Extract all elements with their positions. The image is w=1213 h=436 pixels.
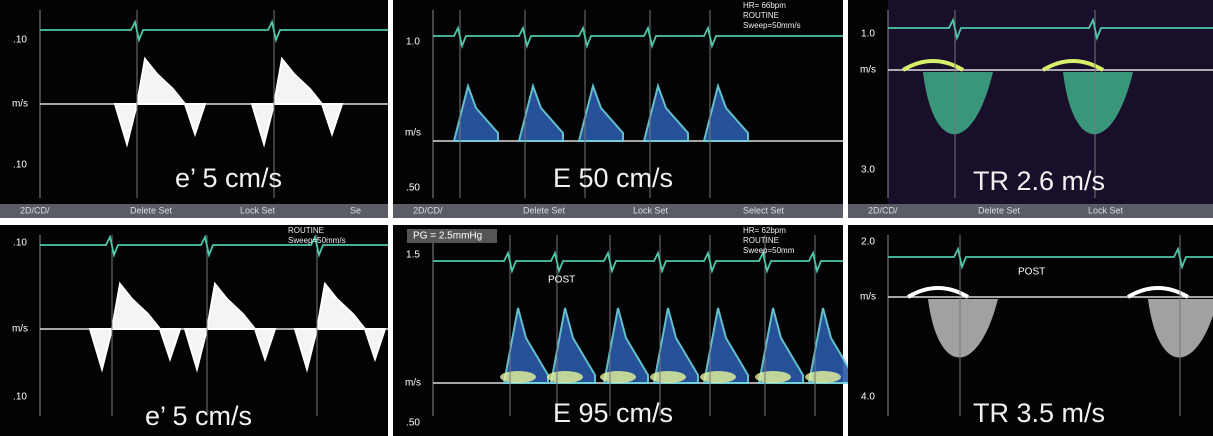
header-info: ROUTINE: [743, 236, 779, 245]
pw-doppler-wave: [807, 307, 854, 384]
menu-item: Delete Set: [978, 205, 1021, 215]
header-info: Sweep=50mm/s: [288, 236, 346, 245]
pw-doppler-bright: [547, 371, 583, 383]
measurement: TR 2.6 m/s: [973, 166, 1105, 196]
scale-label: 1.0: [406, 37, 420, 48]
tissue-doppler-wave: [113, 56, 207, 148]
annotation: PG = 2.5mmHg: [413, 231, 482, 242]
scale-label: 2.0: [861, 237, 875, 248]
cw-doppler-wave: [1063, 72, 1133, 135]
pw-doppler-wave: [602, 307, 649, 384]
cw-doppler-wave: [923, 72, 993, 135]
pw-doppler-wave: [702, 307, 749, 384]
ecg-trace: [433, 250, 843, 275]
pw-doppler-bright: [755, 371, 791, 383]
tissue-doppler-wave: [88, 281, 182, 373]
menu-item: 2D/CD/: [413, 205, 443, 215]
menu-item: Lock Set: [633, 205, 669, 215]
scale-label: 1.5: [406, 250, 420, 261]
cw-doppler-top: [901, 59, 965, 72]
header-info: HR= 66bpm: [743, 1, 786, 10]
pw-doppler-bright: [700, 371, 736, 383]
scale-label: m/s: [12, 324, 28, 335]
doppler-panel: 1.0 m/s 3.0 2D/CD/Delete Set Lock Set TR 2.6 …: [848, 0, 1213, 218]
cw-doppler-top: [1041, 59, 1105, 72]
header-info: HR= 62bpm: [743, 226, 786, 235]
scale-label: 3.0: [861, 165, 875, 176]
cw-doppler-top: [1126, 286, 1190, 299]
pw-doppler-wave: [452, 82, 499, 142]
ecg-trace: [40, 234, 388, 259]
scale-label: 1.0: [861, 29, 875, 40]
cw-doppler-top: [906, 286, 970, 299]
menu-item: Delete Set: [523, 205, 566, 215]
ecg-trace: [433, 25, 843, 50]
pw-doppler-wave: [642, 82, 689, 142]
measurement: E 50 cm/s: [553, 163, 673, 193]
annotation-box: [407, 229, 497, 243]
scale-label: m/s: [860, 292, 876, 303]
pw-doppler-wave: [549, 307, 596, 384]
menu-item: 2D/CD/: [20, 205, 50, 215]
ecg-trace: [888, 17, 1213, 42]
annotation: POST: [548, 275, 575, 286]
header-info: Sweep=50mm: [743, 246, 795, 255]
pw-doppler-bright: [600, 371, 636, 383]
scale-label: .10: [13, 392, 27, 403]
tissue-doppler-wave: [250, 56, 344, 148]
menu-bar: [848, 204, 1213, 218]
menu-bar: [393, 204, 843, 218]
doppler-panel: 2.0 m/s 4.0 POST TR 3.5 m/s: [848, 225, 1213, 436]
menu-item: Delete Set: [130, 205, 173, 215]
scale-label: .50: [406, 183, 420, 194]
measurement: e’ 5 cm/s: [145, 401, 252, 431]
scale-label: m/s: [405, 378, 421, 389]
header-info: Sweep=50mm/s: [743, 21, 801, 30]
menu-bar: [0, 204, 388, 218]
pw-doppler-bright: [805, 371, 841, 383]
doppler-panel: .10 m/s .10 2D/CD/Delete Set Lock Set Se e’ 5 …: [0, 0, 388, 218]
ecg-trace: [40, 19, 388, 44]
scale-label: .10: [13, 160, 27, 171]
pw-doppler-wave: [502, 307, 549, 384]
scale-label: m/s: [860, 65, 876, 76]
measurement: e’ 5 cm/s: [175, 163, 282, 193]
pw-doppler-wave: [652, 307, 699, 384]
pw-doppler-wave: [517, 82, 564, 142]
measurement: E 95 cm/s: [553, 398, 673, 428]
pw-doppler-wave: [757, 307, 804, 384]
ecg-trace: [888, 246, 1213, 271]
scale-label: .10: [13, 35, 27, 46]
menu-item: Lock Set: [240, 205, 276, 215]
menu-item: Lock Set: [1088, 205, 1124, 215]
cw-doppler-wave: [928, 299, 998, 358]
measurement: TR 3.5 m/s: [973, 398, 1105, 428]
scale-label: .10: [13, 238, 27, 249]
header-info: ROUTINE: [743, 11, 779, 20]
menu-item: Se: [350, 205, 361, 215]
annotation: POST: [1018, 267, 1045, 278]
pw-doppler-wave: [702, 82, 749, 142]
scale-label: m/s: [12, 99, 28, 110]
panel-background: [848, 225, 1213, 436]
menu-item: Select Set: [743, 205, 785, 215]
menu-item: 2D/CD/: [868, 205, 898, 215]
scale-label: m/s: [405, 128, 421, 139]
header-info: ROUTINE: [288, 226, 324, 235]
scale-label: .50: [406, 418, 420, 429]
scale-label: 4.0: [861, 392, 875, 403]
tissue-doppler-wave: [183, 281, 277, 373]
pw-doppler-wave: [577, 82, 624, 142]
tissue-doppler-wave: [293, 281, 387, 373]
pw-doppler-bright: [500, 371, 536, 383]
pw-doppler-bright: [650, 371, 686, 383]
